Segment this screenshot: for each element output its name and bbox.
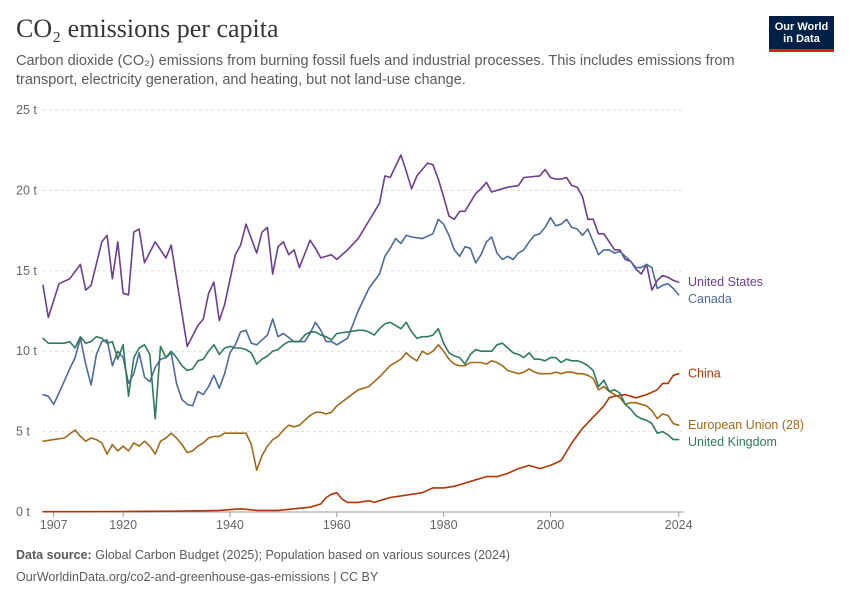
chart-subtitle: Carbon dioxide (CO₂) emissions from burn… [16,53,735,88]
x-tick-label: 1940 [216,518,244,532]
gridlines [43,109,684,513]
chart-title: CO₂ emissions per capita [16,14,279,43]
y-tick-label: 10 t [16,344,37,358]
x-tick-label: 1960 [323,518,351,532]
y-tick-label: 15 t [16,264,37,278]
logo-line-2: in Data [783,33,820,45]
axes: 0 t 5 t 10 t 15 t 20 t 25 t 1907 1920 1940 1960 19… [16,103,693,532]
logo-line-1: Our World [774,21,829,33]
y-tick-label: 0 t [16,505,30,519]
x-tick-label: 1920 [109,518,137,532]
series-label-china[interactable]: China [688,367,721,381]
series-label-canada[interactable]: Canada [688,292,732,306]
data-source-text: Global Carbon Budget (2025); Population … [95,548,511,562]
y-tick-label: 20 t [16,183,37,197]
data-source-note: Data source: Global Carbon Budget (2025)… [16,548,510,562]
series-label-united-states[interactable]: United States [688,275,763,289]
owid-logo[interactable]: Our World in Data [769,16,834,52]
source-url[interactable]: OurWorldinData.org/co2-and-greenhouse-ga… [16,570,379,584]
data-source-label: Data source: [16,548,92,562]
series-labels: United States Canada China European Union (… [688,275,804,449]
series-line-united-kingdom[interactable] [42,321,680,441]
series-line-united-states[interactable] [42,154,680,348]
series-line-european-union-28[interactable] [42,344,680,471]
series-line-canada[interactable] [42,216,680,407]
x-tick-label: 2024 [665,518,693,532]
y-tick-label: 5 t [16,425,30,439]
x-tick-label: 1907 [40,518,68,532]
series-label-united-kingdom[interactable]: United Kingdom [688,435,777,449]
x-tick-label: 1980 [430,518,458,532]
y-tick-label: 25 t [16,103,37,117]
x-tick-label: 2000 [537,518,565,532]
series-line-china[interactable] [42,372,680,513]
series-lines [42,154,680,513]
series-label-european-union-28[interactable]: European Union (28) [688,418,804,432]
